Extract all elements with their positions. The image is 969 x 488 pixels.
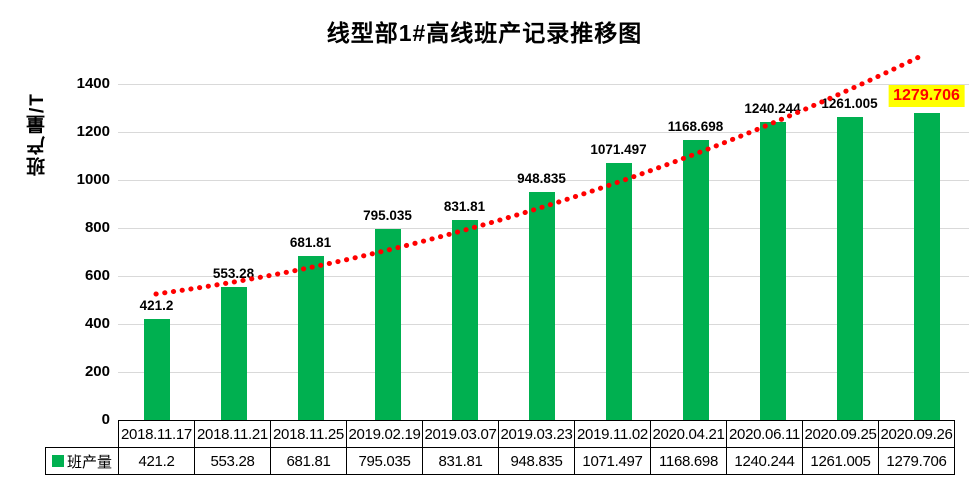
data-table-value-cell: 1240.244 [726,447,803,475]
data-table-category-row: 2018.11.17 2018.11.21 2018.11.25 2019.02.19… [118,420,955,448]
trendline [153,54,922,297]
y-axis-tick-label: 1400 [76,75,110,92]
data-table-value-cell: 421.2 [118,447,195,475]
data-table-value-cell: 948.835 [498,447,575,475]
bar-data-label: 421.2 [139,297,174,313]
chart-title: 线型部1#高线班产记录推移图 [326,20,643,46]
bar [528,192,555,420]
data-table-date-cell: 2018.11.17 [118,420,195,448]
legend-label: 班产量 [66,453,112,471]
data-table-value-cell: 1071.497 [574,447,651,475]
bar-data-label: 553.28 [212,266,255,282]
data-table-series-row: 班产量 421.2 553.28 681.81 795.035 831.81 948.83… [45,447,955,475]
gridline [118,180,969,181]
data-table-value-cell: 831.81 [422,447,499,475]
bar [913,112,940,420]
data-table-value-cell: 681.81 [270,447,347,475]
data-table-date-cell: 2019.11.02 [574,420,651,448]
data-table-date-cell: 2019.03.23 [498,420,575,448]
bar-data-label: 948.835 [517,171,566,187]
bar [682,139,709,420]
y-axis-tick-label: 800 [84,219,110,236]
bar [451,220,478,420]
gridline [118,84,969,85]
y-axis-tick-label: 1000 [76,171,110,188]
bar [374,229,401,420]
bar-data-label: 795.035 [363,208,412,224]
y-axis-tick-label: 400 [84,315,110,332]
bar [297,256,324,420]
data-table-value-cell: 795.035 [346,447,423,475]
bar-data-label-highlighted: 1279.706 [888,84,965,107]
bar-data-label: 1071.497 [590,141,647,157]
bar [220,287,247,420]
y-axis-tick-label: 200 [84,363,110,380]
data-table-date-cell: 2020.09.26 [878,420,955,448]
data-table-value-cell: 1279.706 [878,447,955,475]
data-table-value-cell: 553.28 [194,447,271,475]
data-table-date-cell: 2020.09.25 [802,420,879,448]
bar-data-label: 831.81 [443,199,486,215]
legend-key: 班产量 [45,447,119,475]
y-axis-tick-label: 600 [84,267,110,284]
bar [605,162,632,420]
data-table-date-cell: 2018.11.25 [270,420,347,448]
gridline [118,132,969,133]
bar-data-label: 1240.244 [744,101,801,117]
bar [759,122,786,420]
y-axis-tick-label: 0 [101,411,110,428]
data-table-date-cell: 2019.02.19 [346,420,423,448]
bar-data-label: 1168.698 [667,118,724,134]
series-color-swatch-icon [51,455,64,467]
plot-area: 421.2 553.28 681.81 795.035 831.81 948.835 107… [118,54,969,420]
data-table-date-cell: 2020.04.21 [650,420,727,448]
y-axis-title: 班产量/T [27,92,48,176]
data-table-value-cell: 1261.005 [802,447,879,475]
data-table-value-cell: 1168.698 [650,447,727,475]
bar-data-label: 681.81 [289,235,332,251]
bar [836,117,863,420]
bar [143,318,170,420]
data-table-date-cell: 2020.06.11 [726,420,803,448]
data-table-date-cell: 2019.03.07 [422,420,499,448]
bar-data-label: 1261.005 [821,96,878,112]
y-axis-tick-label: 1200 [76,123,110,140]
data-table-date-cell: 2018.11.21 [194,420,271,448]
